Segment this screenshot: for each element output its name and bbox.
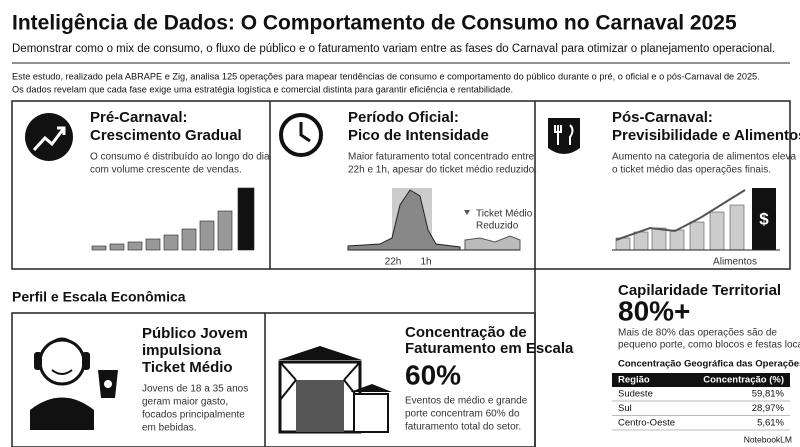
person-icon bbox=[30, 397, 94, 430]
table-header-cell: Região bbox=[618, 375, 650, 386]
subtitle: Demonstrar como o mix de consumo, o flux… bbox=[12, 43, 775, 55]
section-text: pequeno porte, como blocos e festas loca… bbox=[618, 340, 800, 351]
cup-icon bbox=[104, 380, 112, 388]
table-header bbox=[612, 373, 790, 387]
marker bbox=[464, 210, 470, 215]
table-cell: Centro-Oeste bbox=[618, 418, 675, 429]
person-icon bbox=[40, 337, 84, 355]
phase-frame bbox=[11, 100, 791, 270]
card-title: Ticket Médio bbox=[142, 359, 233, 376]
stage-icon bbox=[278, 346, 362, 360]
time-label: 22h bbox=[385, 257, 402, 268]
currency-symbol: $ bbox=[759, 209, 769, 228]
table-title: Concentração Geográfica das Operações bbox=[618, 359, 800, 370]
illustrative-bars bbox=[91, 187, 255, 251]
phase-description: Maior faturamento total concentrado entr… bbox=[348, 152, 535, 163]
card-text: Eventos de médio e grande bbox=[405, 396, 528, 407]
phase-title: Previsibilidade e Alimentos bbox=[612, 127, 800, 144]
phase-description: 22h e 1h, apesar do ticket médio reduzid… bbox=[348, 165, 537, 176]
brand: NotebookLM bbox=[744, 434, 792, 444]
category-label: Alimentos bbox=[713, 257, 757, 268]
phase-description: o ticket médio das operações finais. bbox=[612, 165, 771, 176]
phase-title: Pico de Intensidade bbox=[348, 127, 489, 144]
stage-icon bbox=[353, 393, 389, 433]
card-text: geram maior gasto, bbox=[142, 397, 228, 408]
food-icon bbox=[554, 124, 574, 145]
phase-title: Pós-Carnaval: bbox=[612, 109, 713, 126]
card-text: faturamento total do setor. bbox=[405, 422, 521, 433]
annotation: Reduzido bbox=[476, 221, 519, 232]
phase-title: Período Oficial: bbox=[348, 109, 459, 126]
growth-icon bbox=[32, 127, 66, 152]
phase-description: com volume crescente de vendas. bbox=[90, 165, 242, 176]
card-title: Público Jovem bbox=[142, 325, 248, 342]
person-icon bbox=[51, 369, 73, 375]
section-text: Mais de 80% das operações são de bbox=[618, 328, 777, 339]
annotation: Ticket Médio bbox=[476, 209, 533, 220]
stage-icon bbox=[279, 361, 361, 401]
key-figure: 60% bbox=[405, 359, 461, 390]
card-title: Faturamento em Escala bbox=[405, 340, 574, 357]
table-cell: 28,97% bbox=[752, 403, 785, 414]
table-cell: 5,61% bbox=[757, 418, 784, 429]
table-cell: 59,81% bbox=[752, 389, 785, 400]
clock-icon bbox=[299, 122, 311, 143]
stage-icon bbox=[350, 384, 392, 392]
title: Inteligência de Dados: O Comportamento d… bbox=[12, 12, 737, 35]
stage-icon bbox=[296, 380, 344, 432]
intro: Este estudo, realizado pela ABRAPE e Zig… bbox=[12, 71, 760, 81]
phase-title: Pré-Carnaval: bbox=[90, 109, 188, 126]
price-block bbox=[752, 188, 776, 250]
section-title: Perfil e Escala Econômica bbox=[12, 289, 186, 305]
table-body: Sudeste 59,81% Sul 28,97% Centro-Oeste 5,61% bbox=[612, 389, 790, 431]
clock-icon bbox=[279, 113, 323, 157]
table-header-cell: Concentração (%) bbox=[703, 375, 784, 386]
phase-title: Crescimento Gradual bbox=[90, 127, 242, 144]
intro: Os dados revelam que cada fase exige uma… bbox=[12, 84, 513, 94]
profile-frame bbox=[11, 312, 536, 447]
card-title: Concentração de bbox=[405, 324, 527, 341]
headphones bbox=[82, 352, 90, 370]
trend-line bbox=[615, 189, 746, 241]
headphones bbox=[34, 352, 42, 370]
growth-icon bbox=[25, 113, 73, 161]
key-figure: 80%+ bbox=[618, 295, 690, 326]
card-text: Jovens de 18 a 35 anos bbox=[142, 384, 248, 395]
section-title: Capilaridade Territorial bbox=[618, 282, 781, 299]
growth-icon bbox=[57, 126, 66, 135]
person-icon bbox=[38, 338, 86, 386]
food-icon bbox=[548, 118, 580, 154]
phase-description: O consumo é distribuído ao longo do dia bbox=[90, 152, 270, 163]
phase-description: Aumento na categoria de alimentos eleva bbox=[612, 152, 796, 163]
card-text: porte concentram 60% do bbox=[405, 409, 520, 420]
table-cell: Sul bbox=[618, 403, 632, 414]
card-text: em bebidas. bbox=[142, 423, 196, 434]
table-cell: Sudeste bbox=[618, 389, 653, 400]
card-text: focados principalmente bbox=[142, 410, 245, 421]
time-label: 1h bbox=[420, 257, 431, 268]
card-title: impulsiona bbox=[142, 342, 222, 359]
